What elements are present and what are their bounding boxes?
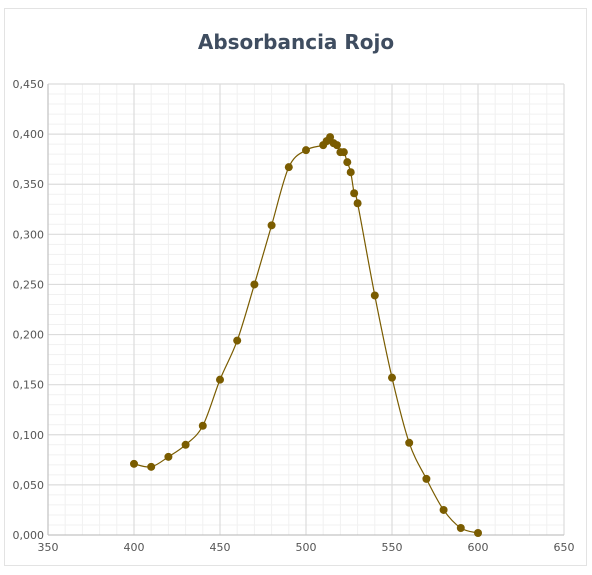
x-tick-label: 350 bbox=[38, 541, 59, 554]
data-point bbox=[284, 163, 293, 172]
y-tick-label: 0,250 bbox=[13, 278, 45, 291]
chart-title: Absorbancia Rojo bbox=[197, 30, 395, 54]
data-point bbox=[233, 336, 242, 345]
x-tick-label: 550 bbox=[382, 541, 403, 554]
x-tick-label: 400 bbox=[124, 541, 145, 554]
y-tick-label: 0,350 bbox=[13, 178, 45, 191]
data-point bbox=[370, 291, 379, 300]
x-tick-label: 650 bbox=[554, 541, 575, 554]
chart-frame bbox=[4, 8, 587, 566]
data-point bbox=[130, 459, 138, 468]
data-point bbox=[198, 421, 207, 430]
data-point bbox=[405, 438, 414, 447]
data-point bbox=[332, 141, 341, 150]
y-tick-label: 0,050 bbox=[13, 479, 45, 492]
series-layer bbox=[130, 133, 482, 537]
x-tick-label: 500 bbox=[296, 541, 317, 554]
tick-labels: 350 400 450 500 550 600 650 0,000 0,050 0,100 0,15… bbox=[13, 78, 575, 554]
data-point bbox=[181, 440, 190, 449]
y-tick-label: 0,000 bbox=[13, 529, 45, 542]
data-point bbox=[267, 221, 276, 230]
data-point bbox=[350, 189, 359, 198]
data-point bbox=[326, 133, 335, 142]
data-point bbox=[439, 505, 448, 514]
y-tick-label: 0,100 bbox=[13, 429, 45, 442]
y-tick-label: 0,450 bbox=[13, 78, 45, 91]
data-point bbox=[456, 523, 465, 532]
data-point bbox=[216, 375, 224, 384]
data-point bbox=[353, 199, 362, 208]
y-tick-label: 0,150 bbox=[13, 379, 45, 392]
data-point bbox=[388, 373, 396, 382]
data-point bbox=[164, 452, 173, 461]
data-point bbox=[339, 148, 348, 157]
data-point bbox=[343, 158, 352, 167]
y-tick-label: 0,200 bbox=[13, 329, 45, 342]
x-tick-label: 600 bbox=[468, 541, 489, 554]
y-tick-label: 0,300 bbox=[13, 228, 45, 241]
x-tick-label: 450 bbox=[210, 541, 231, 554]
y-tick-label: 0,400 bbox=[13, 128, 45, 141]
data-point bbox=[302, 146, 310, 155]
data-point bbox=[346, 168, 355, 177]
data-point bbox=[474, 528, 482, 537]
data-point bbox=[147, 462, 156, 471]
data-point bbox=[422, 474, 431, 483]
data-point bbox=[250, 280, 259, 289]
